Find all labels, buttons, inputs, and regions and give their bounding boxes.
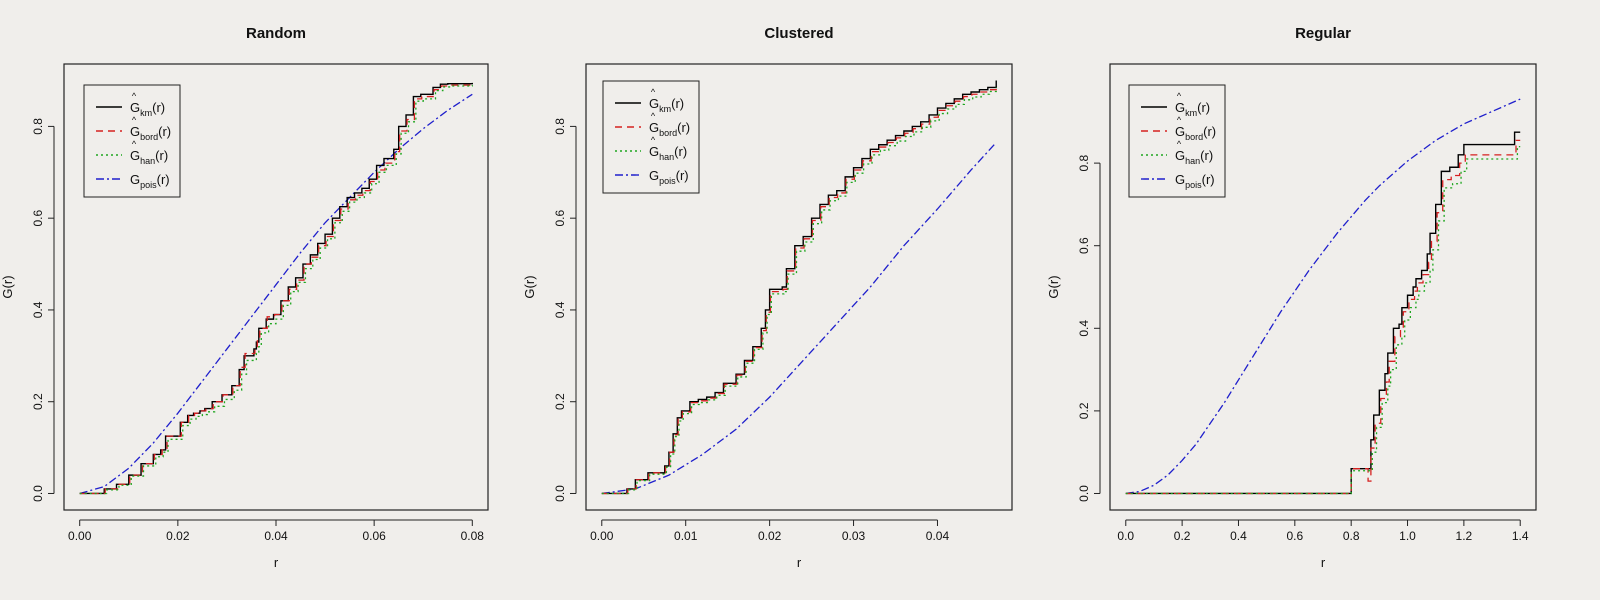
y-tick-label: 0.8 (31, 118, 45, 135)
x-tick-label: 0.8 (1343, 529, 1360, 543)
y-axis-label: G(r) (0, 275, 15, 298)
x-tick-label: 0.00 (68, 529, 92, 543)
x-axis-label: r (274, 555, 279, 570)
y-tick-label: 0.6 (31, 210, 45, 227)
legend-label-han: Ghan(r) (649, 144, 687, 162)
x-tick-label: 0.08 (461, 529, 485, 543)
legend-label-han: Ghan(r) (130, 148, 168, 166)
y-tick-label: 0.2 (553, 393, 567, 410)
chart-title: Random (246, 25, 306, 42)
y-tick-label: 0.0 (1077, 485, 1091, 502)
x-tick-label: 0.04 (264, 529, 288, 543)
legend: Gkm(r)^Gbord(r)^Ghan(r)^Gpois(r) (602, 80, 700, 194)
legend-box (83, 84, 181, 198)
legend-hat-bord: ^ (651, 111, 656, 121)
legend-hat-km: ^ (1177, 91, 1182, 101)
x-tick-label: 0.02 (166, 529, 190, 543)
legend-label-pois: Gpois(r) (130, 172, 170, 190)
y-axis-label: G(r) (1046, 275, 1061, 298)
legend-label-bord: Gbord(r) (130, 124, 171, 142)
y-axis: 0.0 0.2 0.4 0.6 0.8 G(r) (1046, 154, 1101, 502)
legend-box (602, 80, 700, 194)
x-tick-label: 0.4 (1230, 529, 1247, 543)
series-line-bord (1125, 139, 1521, 495)
y-tick-label: 0.2 (31, 393, 45, 410)
series-line-han (1125, 145, 1521, 495)
chart-title: Regular (1295, 25, 1351, 42)
legend-label-bord: Gbord(r) (1175, 124, 1216, 142)
legend-label-bord: Gbord(r) (649, 120, 690, 138)
legend-label-km: Gkm(r) (1175, 100, 1210, 118)
y-tick-label: 0.6 (553, 210, 567, 227)
y-tick-label: 0.4 (1077, 320, 1091, 337)
series-line-pois (1125, 98, 1521, 495)
series-line-km (79, 82, 473, 495)
y-axis: 0.0 0.2 0.4 0.6 0.8 G(r) (0, 118, 55, 502)
y-axis: 0.0 0.2 0.4 0.6 0.8 G(r) (522, 118, 577, 502)
series-line-han (79, 85, 473, 495)
legend-hat-han: ^ (132, 139, 137, 149)
legend-hat-km: ^ (132, 91, 137, 101)
y-tick-label: 0.2 (1077, 402, 1091, 419)
x-tick-label: 1.4 (1512, 529, 1529, 543)
y-tick-label: 0.8 (1077, 154, 1091, 171)
legend-hat-bord: ^ (1177, 115, 1182, 125)
x-tick-label: 0.00 (590, 529, 614, 543)
x-axis: 0.00 0.02 0.04 0.06 0.08 r (68, 519, 485, 570)
legend-label-km: Gkm(r) (649, 96, 684, 114)
plot-frame (585, 63, 1013, 511)
x-tick-label: 0.01 (674, 529, 698, 543)
plot-frame (63, 63, 489, 511)
legend-hat-bord: ^ (132, 115, 137, 125)
series-line-bord (601, 85, 997, 495)
x-axis: 0.00 0.01 0.02 0.03 0.04 r (590, 519, 950, 570)
series-line-pois (601, 142, 997, 495)
x-tick-label: 0.0 (1117, 529, 1134, 543)
y-tick-label: 0.4 (553, 301, 567, 318)
x-tick-label: 0.02 (758, 529, 782, 543)
y-tick-label: 0.8 (553, 118, 567, 135)
x-axis: 0.0 0.2 0.4 0.6 0.8 1.0 1.2 1.4 r (1117, 519, 1529, 570)
y-tick-label: 0.0 (31, 485, 45, 502)
legend: Gkm(r)^Gbord(r)^Ghan(r)^Gpois(r) (1128, 84, 1226, 198)
y-axis-label: G(r) (522, 275, 537, 298)
x-tick-label: 0.2 (1174, 529, 1191, 543)
legend-hat-han: ^ (1177, 139, 1182, 149)
chart-title: Clustered (764, 25, 833, 42)
legend-label-km: Gkm(r) (130, 100, 165, 118)
x-tick-label: 0.06 (362, 529, 386, 543)
x-tick-label: 0.04 (926, 529, 950, 543)
y-tick-label: 0.4 (31, 301, 45, 318)
legend: Gkm(r)^Gbord(r)^Ghan(r)^Gpois(r) (83, 84, 181, 198)
legend-label-pois: Gpois(r) (1175, 172, 1215, 190)
series-line-km (601, 80, 997, 495)
series-line-km (1125, 131, 1521, 495)
x-tick-label: 0.6 (1286, 529, 1303, 543)
plot-frame (1109, 63, 1537, 511)
legend-label-han: Ghan(r) (1175, 148, 1213, 166)
legend-label-pois: Gpois(r) (649, 168, 689, 186)
series-line-bord (79, 83, 473, 495)
legend-box (1128, 84, 1226, 198)
series-line-pois (79, 93, 473, 495)
y-tick-label: 0.0 (553, 485, 567, 502)
legend-hat-km: ^ (651, 87, 656, 97)
legend-hat-han: ^ (651, 135, 656, 145)
x-tick-label: 0.03 (842, 529, 866, 543)
x-axis-label: r (1321, 555, 1326, 570)
series-line-han (601, 87, 997, 495)
x-tick-label: 1.0 (1399, 529, 1416, 543)
x-tick-label: 1.2 (1456, 529, 1473, 543)
x-axis-label: r (797, 555, 802, 570)
y-tick-label: 0.6 (1077, 237, 1091, 254)
